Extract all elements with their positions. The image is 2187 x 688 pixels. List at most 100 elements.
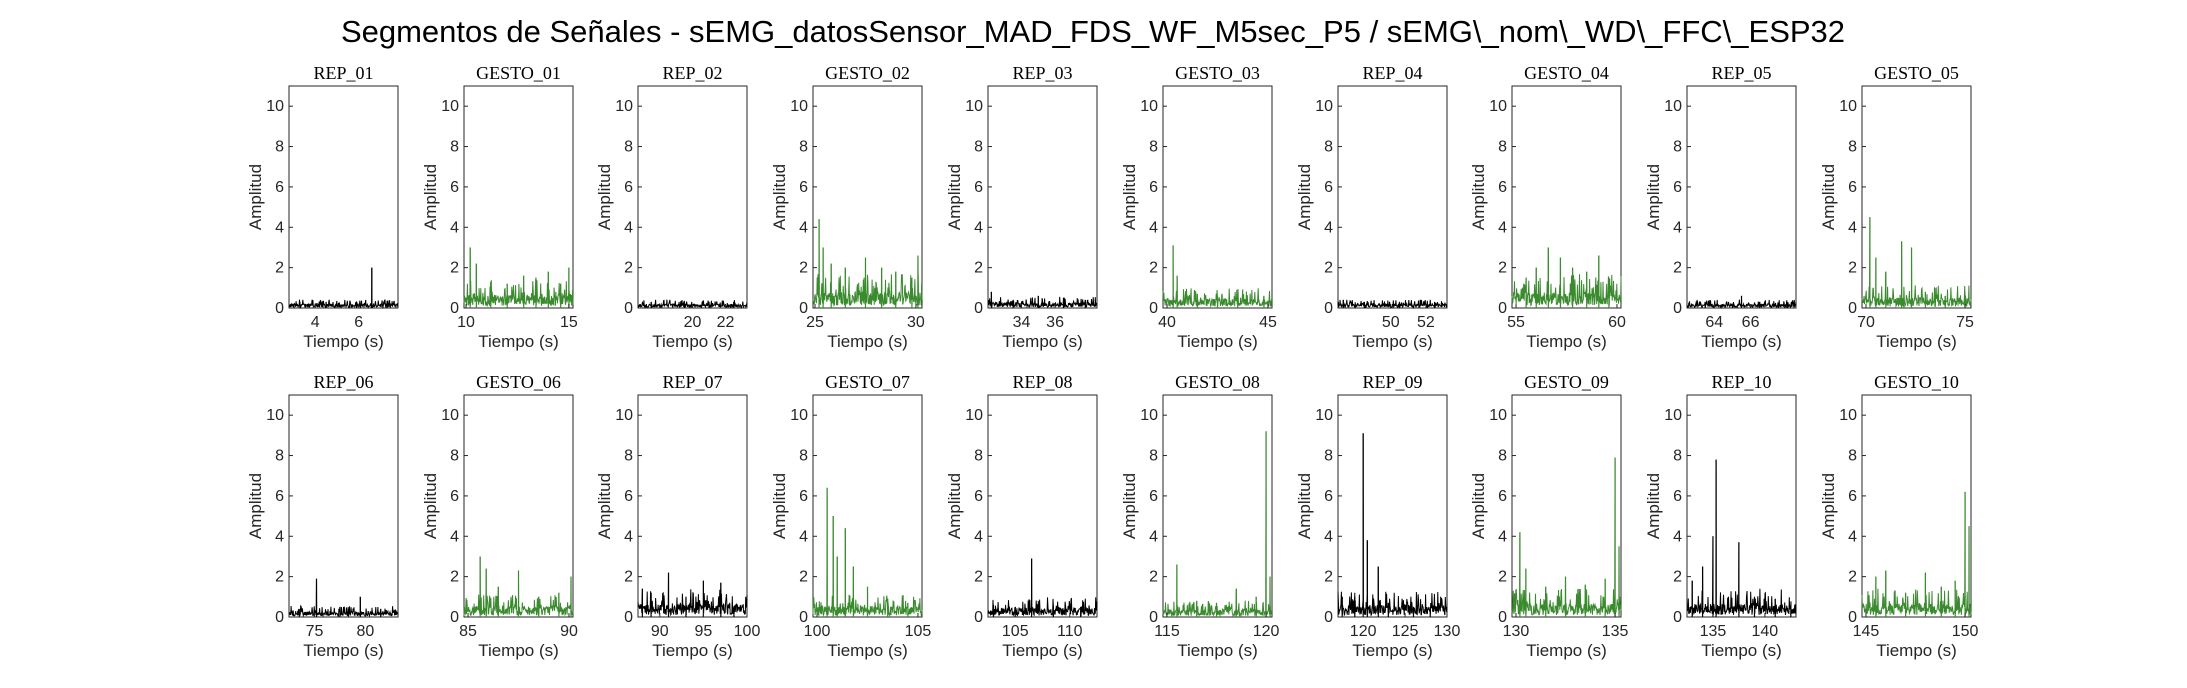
y-axis-label: Amplitud bbox=[1295, 164, 1314, 230]
x-axis-label: Tiempo (s) bbox=[1002, 641, 1083, 660]
y-tick-label: 4 bbox=[1848, 528, 1857, 545]
y-axis-label: Amplitud bbox=[1644, 473, 1663, 539]
y-tick-label: 0 bbox=[450, 609, 459, 626]
y-axis-label: Amplitud bbox=[945, 164, 964, 230]
subplot: 0 2 4 6 8 10 50 52 REP_04 Tiempo (s) Amplitud bbox=[1295, 63, 1448, 351]
subplot-title: GESTO_08 bbox=[1175, 372, 1260, 392]
y-tick-label: 8 bbox=[450, 448, 459, 465]
x-tick-label: 115 bbox=[1154, 623, 1180, 640]
axes-box bbox=[637, 85, 748, 309]
subplot: 0 2 4 6 8 10 90 95 100 REP_07 Tiempo (s) Amplitud bbox=[595, 372, 760, 660]
x-tick-label: 22 bbox=[717, 314, 735, 331]
y-tick-label: 2 bbox=[799, 569, 808, 586]
subplot: 0 2 4 6 8 10 70 75 GESTO_05 Tiempo (s) Amplitud bbox=[1819, 63, 1974, 351]
axes-box bbox=[463, 85, 574, 309]
y-tick-label: 0 bbox=[450, 300, 459, 317]
y-tick-label: 0 bbox=[624, 300, 633, 317]
y-tick-label: 10 bbox=[1839, 98, 1857, 115]
y-tick-label: 8 bbox=[624, 448, 633, 465]
signal-line bbox=[288, 578, 399, 618]
x-axis-label: Tiempo (s) bbox=[652, 641, 733, 660]
x-tick-label: 10 bbox=[457, 314, 475, 331]
subplot-title: REP_06 bbox=[313, 372, 373, 392]
y-axis-label: Amplitud bbox=[1295, 473, 1314, 539]
y-tick-label: 0 bbox=[275, 300, 284, 317]
x-tick-label: 4 bbox=[311, 314, 320, 331]
subplot: 0 2 4 6 8 10 55 60 GESTO_04 Tiempo (s) Amplitud bbox=[1469, 63, 1626, 351]
y-tick-label: 2 bbox=[1149, 569, 1158, 586]
y-tick-label: 8 bbox=[275, 139, 284, 156]
y-tick-label: 10 bbox=[965, 98, 983, 115]
y-axis-label: Amplitud bbox=[1469, 473, 1488, 539]
y-tick-label: 4 bbox=[1149, 528, 1158, 545]
y-axis-label: Amplitud bbox=[770, 473, 789, 539]
subplot-title: REP_04 bbox=[1362, 63, 1422, 83]
y-tick-label: 6 bbox=[275, 179, 284, 196]
y-axis-label: Amplitud bbox=[1819, 473, 1838, 539]
subplot: 0 2 4 6 8 10 4 6 REP_01 Tiempo (s) Amplitud bbox=[246, 63, 399, 351]
subplot: 0 2 4 6 8 10 20 22 REP_02 Tiempo (s) Amplitud bbox=[595, 63, 748, 351]
y-tick-label: 6 bbox=[799, 488, 808, 505]
y-tick-label: 6 bbox=[799, 179, 808, 196]
y-tick-label: 6 bbox=[1149, 488, 1158, 505]
y-tick-label: 8 bbox=[1149, 448, 1158, 465]
x-axis-label: Tiempo (s) bbox=[1701, 332, 1782, 351]
y-tick-label: 10 bbox=[441, 98, 459, 115]
x-tick-label: 36 bbox=[1046, 314, 1064, 331]
y-tick-label: 8 bbox=[799, 139, 808, 156]
y-tick-label: 2 bbox=[1498, 260, 1507, 277]
y-tick-label: 10 bbox=[1140, 98, 1158, 115]
axes-box bbox=[1686, 85, 1797, 309]
axes-box bbox=[288, 85, 399, 309]
subplot-title: GESTO_01 bbox=[476, 63, 561, 83]
y-tick-label: 0 bbox=[1149, 609, 1158, 626]
y-tick-label: 4 bbox=[1673, 219, 1682, 236]
y-axis-label: Amplitud bbox=[1120, 164, 1139, 230]
figure-title: Segmentos de Señales - sEMG_datosSensor_… bbox=[341, 14, 1845, 49]
y-tick-label: 8 bbox=[275, 448, 284, 465]
y-tick-label: 8 bbox=[1673, 139, 1682, 156]
y-tick-label: 8 bbox=[1848, 139, 1857, 156]
y-axis-label: Amplitud bbox=[1644, 164, 1663, 230]
y-tick-label: 4 bbox=[974, 528, 983, 545]
y-tick-label: 8 bbox=[1498, 139, 1507, 156]
y-axis-label: Amplitud bbox=[421, 164, 440, 230]
subplot: 0 2 4 6 8 10 75 80 REP_06 Tiempo (s) Amplitud bbox=[246, 372, 399, 660]
y-tick-label: 6 bbox=[1673, 179, 1682, 196]
y-tick-label: 10 bbox=[1489, 98, 1507, 115]
y-tick-label: 4 bbox=[1498, 528, 1507, 545]
axes-box bbox=[987, 85, 1098, 309]
x-tick-label: 64 bbox=[1705, 314, 1723, 331]
y-tick-label: 6 bbox=[1324, 179, 1333, 196]
subplot-title: REP_01 bbox=[313, 63, 373, 83]
y-tick-label: 4 bbox=[1673, 528, 1682, 545]
subplot-title: REP_07 bbox=[662, 372, 722, 392]
y-tick-label: 8 bbox=[974, 448, 983, 465]
x-tick-label: 70 bbox=[1857, 314, 1875, 331]
signal-line bbox=[637, 572, 748, 617]
x-tick-label: 66 bbox=[1742, 314, 1760, 331]
axes-box bbox=[812, 394, 923, 618]
x-tick-label: 45 bbox=[1259, 314, 1277, 331]
y-tick-label: 8 bbox=[624, 139, 633, 156]
y-tick-label: 10 bbox=[790, 407, 808, 424]
y-tick-label: 6 bbox=[624, 179, 633, 196]
axes-box bbox=[1511, 394, 1622, 618]
subplot-title: GESTO_10 bbox=[1874, 372, 1959, 392]
y-tick-label: 0 bbox=[799, 300, 808, 317]
y-tick-label: 0 bbox=[1498, 300, 1507, 317]
signal-line bbox=[1861, 217, 1972, 308]
x-tick-label: 135 bbox=[1700, 623, 1727, 640]
subplot-grid: 0 2 4 6 8 10 4 6 REP_01 Tiempo (s) Amplitud 0 2 4 6 8 10… bbox=[246, 63, 1978, 660]
y-axis-label: Amplitud bbox=[246, 473, 265, 539]
subplot-title: GESTO_02 bbox=[825, 63, 910, 83]
y-tick-label: 10 bbox=[1140, 407, 1158, 424]
y-tick-label: 2 bbox=[450, 569, 459, 586]
y-tick-label: 6 bbox=[1848, 488, 1857, 505]
x-tick-label: 135 bbox=[1602, 623, 1629, 640]
x-axis-label: Tiempo (s) bbox=[1526, 332, 1607, 351]
y-tick-label: 10 bbox=[1315, 407, 1333, 424]
y-tick-label: 2 bbox=[1848, 260, 1857, 277]
axes-box bbox=[1337, 394, 1448, 618]
